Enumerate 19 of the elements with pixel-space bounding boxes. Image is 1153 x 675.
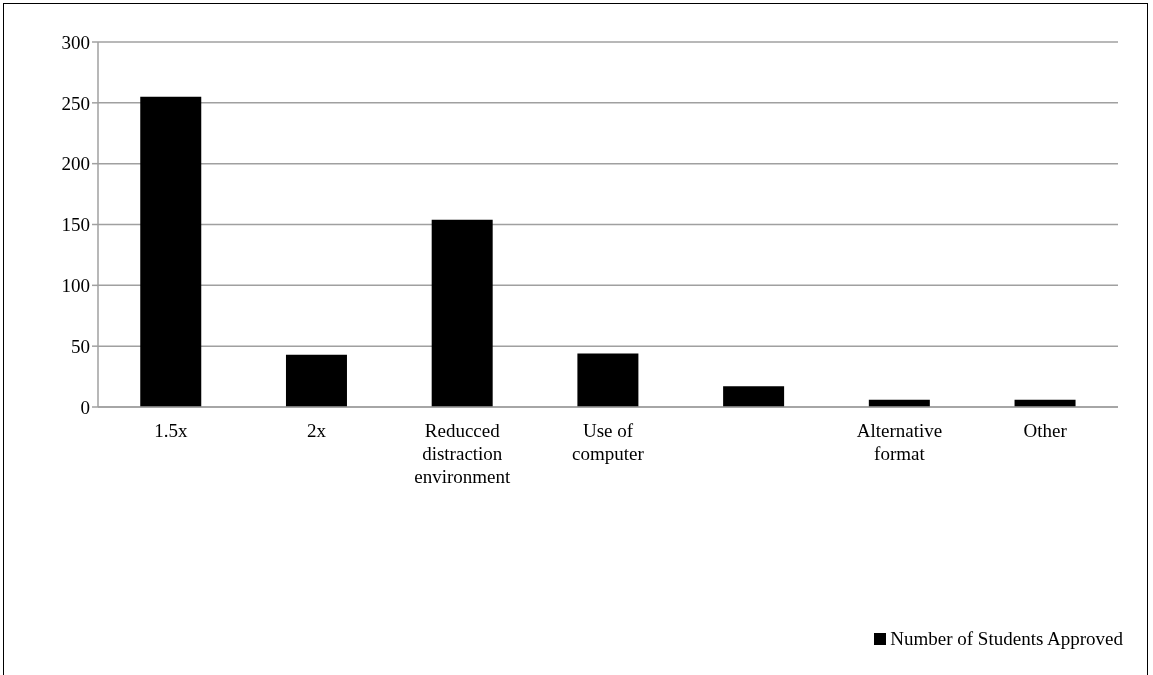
x-tick-label: Other — [1023, 420, 1068, 441]
x-tick-label: Reducced distraction environment — [414, 420, 512, 487]
y-tick-label: 200 — [61, 153, 90, 175]
bar — [577, 353, 639, 407]
y-tick-label: 300 — [61, 31, 90, 53]
bar — [431, 219, 493, 407]
y-tick-label: 50 — [71, 335, 90, 357]
y-tick-label: 100 — [61, 275, 90, 297]
bar — [723, 386, 785, 407]
x-tick-label: 1.5x — [154, 420, 188, 441]
legend-label: Number of Students Approved — [890, 628, 1123, 650]
y-tick-label: 250 — [61, 92, 90, 114]
y-tick-label: 0 — [80, 396, 90, 418]
bar — [285, 354, 347, 407]
y-tick-label: 150 — [61, 214, 90, 236]
bar — [140, 96, 202, 407]
x-tick-label: Alternative format — [856, 420, 943, 464]
x-tick-label: Use of computer — [572, 420, 645, 464]
x-tick-label: 2x — [307, 420, 327, 441]
